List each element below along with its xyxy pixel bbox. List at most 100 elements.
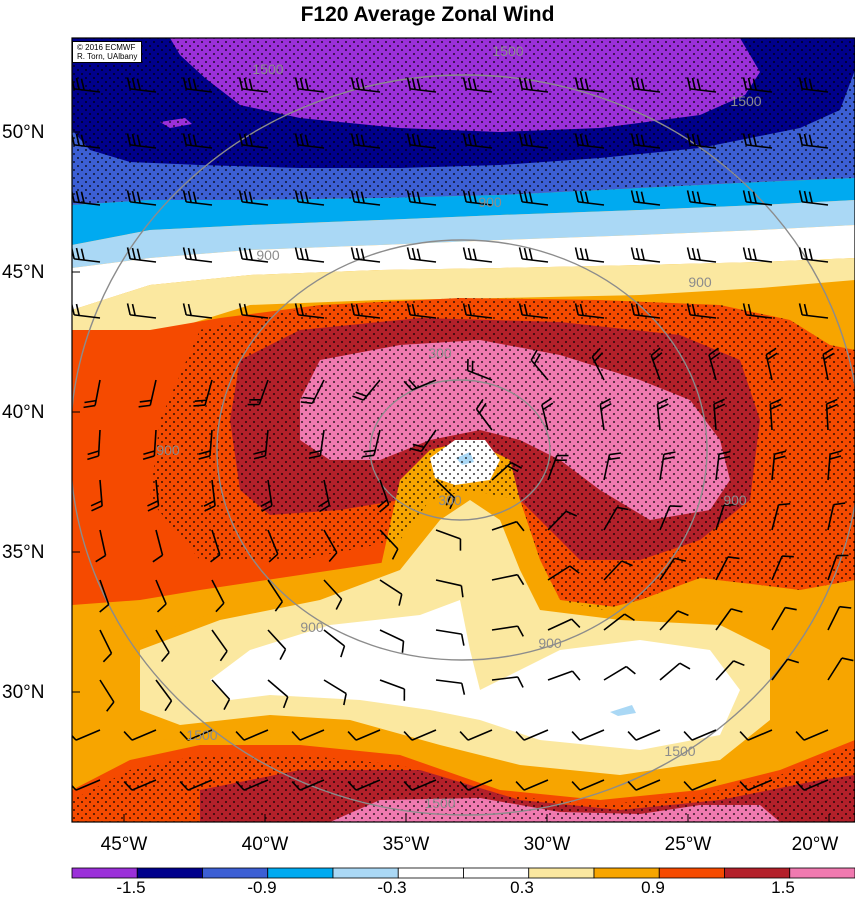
wind-barb	[715, 608, 743, 631]
wind-barb	[182, 303, 213, 319]
wind-barb	[603, 452, 622, 481]
wind-barb	[795, 729, 829, 741]
wind-barb	[72, 190, 101, 206]
fill-white-north	[72, 225, 855, 310]
wind-barb	[599, 398, 612, 431]
wind-barb	[99, 579, 110, 613]
wind-barb	[771, 658, 800, 681]
wind-barb	[350, 247, 381, 263]
wind-barb	[406, 247, 437, 263]
contour-label: 900	[688, 274, 712, 290]
contour-label: 1500	[492, 43, 523, 59]
wind-barb	[630, 190, 661, 206]
wind-barb	[742, 303, 773, 319]
wind-barb	[683, 729, 717, 741]
wind-barb	[686, 303, 717, 319]
wind-barb	[708, 347, 721, 381]
height-contour	[72, 74, 855, 816]
plot-frame	[71, 37, 855, 823]
wind-barb	[350, 303, 381, 319]
wind-barb	[659, 451, 676, 481]
contour-label: 300	[438, 492, 462, 508]
wind-barb	[518, 303, 549, 319]
wind-barb	[409, 429, 437, 453]
wind-barb	[742, 133, 773, 149]
wind-barb	[683, 779, 717, 791]
wind-barb	[765, 347, 778, 381]
copyright-credit: © 2016 ECMWF R. Torn, UAlbany	[72, 41, 143, 63]
contour-label: 1500	[664, 743, 695, 759]
wind-barb	[126, 247, 157, 263]
wind-barb	[798, 133, 829, 149]
wind-barb	[627, 779, 661, 791]
height-contour	[369, 379, 551, 521]
wind-barb	[798, 77, 829, 93]
wind-barb	[715, 450, 731, 481]
wind-barb	[603, 613, 635, 631]
wind-barb	[771, 450, 787, 481]
wind-barb	[574, 190, 605, 206]
fill-white-south	[210, 600, 740, 750]
wind-barb	[155, 679, 173, 712]
wind-barb	[379, 529, 399, 560]
wind-barb	[435, 679, 466, 695]
colorbar-box	[267, 867, 334, 879]
wind-barb	[541, 397, 554, 431]
wind-barb	[518, 77, 549, 93]
wind-barb	[323, 529, 338, 563]
wind-barb	[323, 579, 343, 610]
wind-barb	[574, 303, 605, 319]
wind-barb	[686, 133, 717, 149]
contour-label: 1500	[424, 795, 455, 811]
colorbar-label-5: 1.5	[771, 878, 795, 897]
wind-barb	[406, 133, 437, 149]
wind-barb	[182, 190, 213, 206]
wind-barb	[308, 429, 325, 459]
wind-barb	[347, 729, 381, 741]
lat-label-50n: 50°N	[2, 122, 45, 143]
contour-label: 900	[156, 442, 180, 458]
wind-barb	[491, 573, 525, 586]
wind-barb	[462, 133, 493, 149]
wind-barb	[350, 133, 381, 149]
wind-barb	[238, 247, 269, 263]
wind-barb	[491, 520, 525, 532]
wind-barb	[715, 660, 745, 681]
wind-barb	[294, 190, 325, 206]
wind-barb	[126, 190, 157, 206]
colorbar-box	[789, 867, 855, 879]
wind-barb	[475, 398, 493, 431]
credit-line-1: © 2016 ECMWF	[77, 43, 136, 52]
lon-label-20w: 20°W	[791, 834, 839, 855]
wind-barb	[630, 303, 661, 319]
wind-barb	[87, 429, 101, 461]
lon-label-25w: 25°W	[664, 834, 712, 855]
wind-barb	[182, 77, 213, 93]
wind-barb	[350, 77, 381, 93]
wind-barb	[603, 560, 633, 581]
wind-barb	[267, 529, 279, 563]
wind-barb	[403, 378, 437, 391]
colorbar-label-1: -0.9	[247, 878, 277, 897]
colorbar-box	[463, 867, 530, 879]
wind-barb	[659, 610, 689, 631]
wind-barb	[771, 502, 791, 531]
wind-barb	[347, 779, 381, 791]
wind-barb	[435, 529, 462, 551]
stipple-south	[72, 745, 855, 822]
wind-barb	[294, 77, 325, 93]
wind-barb	[742, 247, 773, 263]
wind-barb	[291, 729, 325, 741]
wind-barb	[547, 670, 581, 681]
colorbar-box	[136, 867, 203, 879]
colorbar-label-2: -0.3	[377, 878, 407, 897]
wind-barb	[515, 779, 549, 791]
wind-barb	[235, 779, 269, 791]
wind-barb	[659, 505, 682, 531]
wind-barb	[462, 247, 493, 263]
wind-barb	[179, 729, 213, 741]
wind-barb	[99, 629, 113, 663]
wind-barb	[247, 379, 269, 406]
wind-barb	[462, 190, 493, 206]
